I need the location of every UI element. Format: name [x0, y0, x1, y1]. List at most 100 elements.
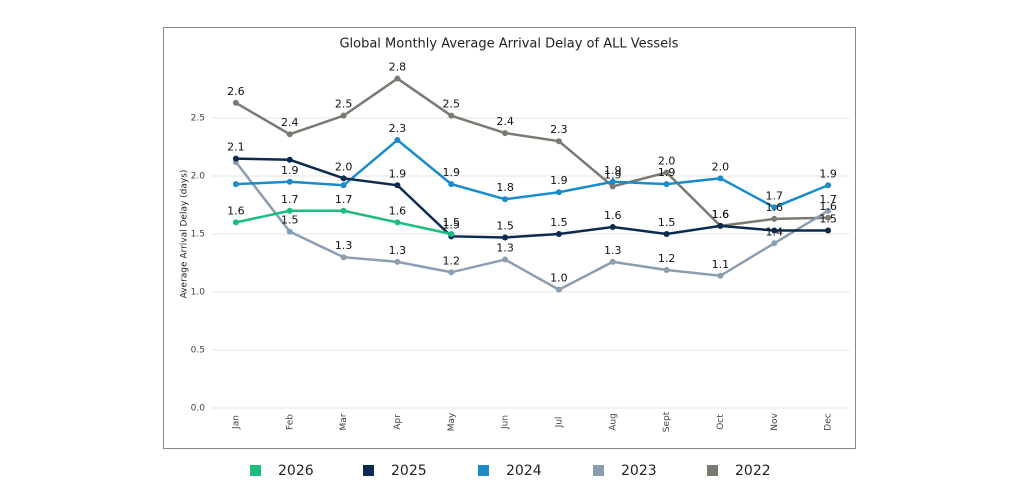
series-line [235, 138, 829, 209]
legend-label: 2025 [391, 463, 427, 479]
legend-label: 2022 [735, 463, 771, 479]
data-point [502, 256, 509, 263]
x-tick-label: Feb [285, 414, 295, 430]
data-label: 1.5 [658, 216, 676, 229]
data-point [609, 178, 616, 185]
x-tick-label: Mar [339, 413, 349, 430]
x-tick-label: Jan [231, 415, 241, 430]
data-point [555, 231, 562, 237]
x-tick-label: Jun [501, 415, 511, 430]
x-tick-label: May [447, 412, 457, 431]
data-label: 1.7 [335, 193, 353, 206]
data-label: 1.9 [389, 167, 407, 180]
data-point [663, 169, 670, 176]
y-axis-label: Average Arrival Delay (days) [180, 170, 190, 299]
data-point [340, 112, 347, 119]
y-tick-label: 1.0 [191, 288, 206, 298]
x-tick-label: Aug [608, 413, 618, 431]
data-point [448, 231, 455, 237]
data-point [340, 182, 347, 189]
data-label: 2.4 [281, 116, 299, 129]
data-label: 1.5 [443, 218, 461, 231]
data-label: 1.3 [496, 242, 514, 255]
data-label: 2.4 [496, 115, 514, 128]
data-point [448, 269, 455, 276]
data-point [286, 207, 293, 214]
data-point [340, 175, 347, 182]
data-label: 1.9 [819, 167, 837, 180]
legend-label: 2026 [278, 463, 314, 479]
data-label: 1.3 [389, 244, 407, 257]
data-point [825, 227, 832, 234]
y-tick-label: 0.5 [191, 346, 205, 356]
data-label: 1.9 [658, 166, 676, 179]
legend-swatch [250, 465, 261, 476]
data-label: 1.6 [712, 208, 730, 221]
data-point [717, 175, 724, 182]
data-label: 2.0 [658, 155, 676, 168]
data-point [340, 254, 347, 261]
x-tick-label: Jul [554, 417, 564, 429]
data-label: 2.1 [227, 141, 245, 154]
data-label: 1.9 [550, 174, 568, 187]
data-point [717, 272, 724, 279]
data-label: 1.5 [496, 219, 514, 232]
data-label: 1.7 [281, 193, 299, 206]
data-label: 2.0 [712, 160, 730, 173]
data-point [825, 207, 832, 214]
data-label: 1.6 [227, 204, 245, 217]
data-point [340, 207, 347, 214]
data-point [717, 222, 724, 229]
y-tick-label: 2.0 [191, 172, 206, 182]
data-label: 2.0 [335, 160, 353, 173]
data-point [825, 182, 832, 189]
data-label: 1.5 [443, 216, 461, 229]
chart-title: Global Monthly Average Arrival Delay of … [339, 37, 678, 52]
data-label: 1.5 [550, 216, 568, 229]
x-tick-label: Sept [662, 411, 672, 432]
series-line [235, 77, 829, 228]
data-point [286, 178, 293, 185]
data-point [286, 156, 293, 163]
data-point [555, 286, 562, 293]
legend-swatch [478, 465, 489, 476]
data-label: 1.6 [766, 201, 784, 214]
data-label: 1.2 [443, 254, 461, 267]
data-point [771, 204, 778, 211]
data-point [394, 182, 401, 189]
data-point [502, 234, 509, 241]
data-label: 1.4 [766, 225, 784, 238]
data-label: 1.3 [604, 244, 622, 257]
data-label: 1.9 [604, 168, 622, 181]
data-point [232, 99, 239, 106]
series-line [235, 157, 829, 239]
y-tick-label: 1.5 [191, 230, 205, 240]
data-label: 1.0 [550, 272, 568, 285]
data-label: 1.7 [819, 193, 837, 206]
x-tick-label: Nov [770, 413, 780, 431]
legend-swatch [593, 465, 604, 476]
data-label: 1.9 [281, 164, 299, 177]
data-point [555, 138, 562, 145]
legend-label: 2024 [506, 463, 542, 479]
data-point [771, 240, 778, 247]
data-label: 2.3 [550, 123, 568, 136]
legend-label: 2023 [621, 463, 657, 479]
data-point [394, 137, 401, 144]
data-label: 1.2 [658, 252, 676, 265]
data-point [232, 181, 239, 188]
data-point [555, 189, 562, 196]
data-label: 1.6 [819, 200, 837, 213]
data-label: 1.7 [766, 189, 784, 202]
data-label: 2.5 [443, 98, 461, 111]
legend-swatch [363, 465, 374, 476]
data-point [663, 231, 670, 237]
data-label: 2.6 [227, 85, 245, 98]
data-label: 1.9 [604, 164, 622, 177]
data-point [394, 219, 401, 226]
data-point [232, 155, 239, 162]
data-point [609, 224, 616, 231]
data-label: 1.3 [335, 239, 353, 252]
x-tick-label: Dec [824, 413, 834, 430]
